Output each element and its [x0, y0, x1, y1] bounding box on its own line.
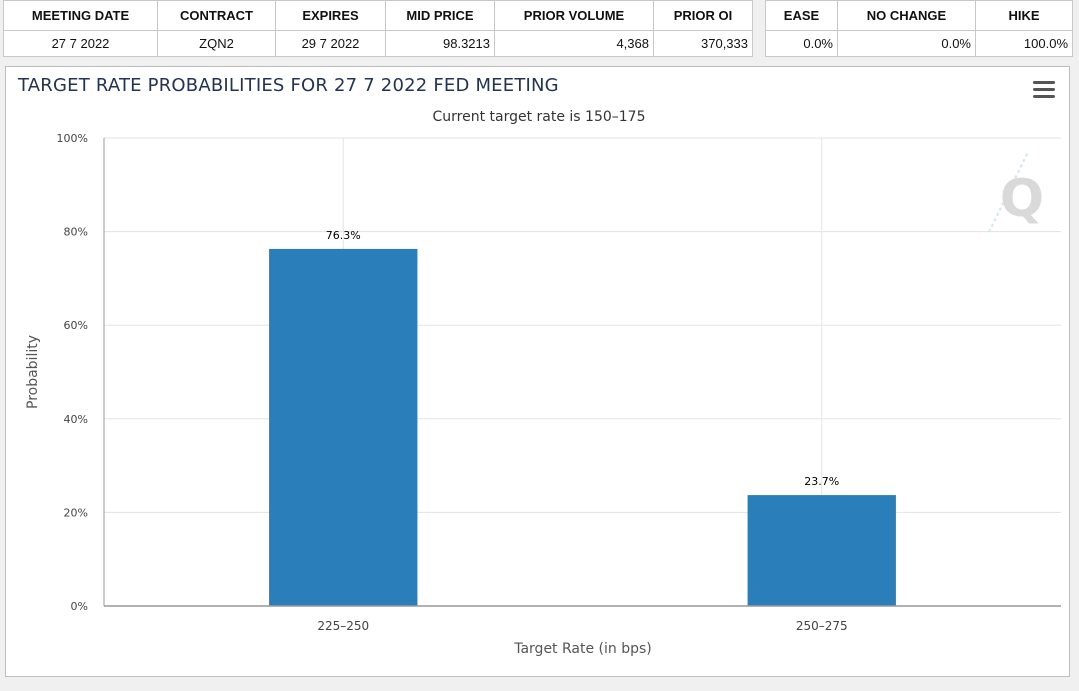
chart-subtitle: Current target rate is 150–175: [432, 109, 645, 125]
hamburger-menu-icon[interactable]: [1033, 81, 1055, 99]
y-tick-label: 20%: [64, 506, 88, 519]
cell-expires: 29 7 2022: [275, 30, 386, 57]
x-tick-label: 225–250: [317, 619, 369, 633]
cell-ease: 0.0%: [765, 30, 838, 57]
cell-hike: 100.0%: [975, 30, 1073, 57]
probability-summary-table: EASE NO CHANGE HIKE 0.0% 0.0% 100.0%: [765, 0, 1073, 57]
y-axis-label: Probability: [25, 335, 41, 409]
header-hike: HIKE: [975, 0, 1073, 31]
chart-panel: Q 76.3% 23.7% 0% 20% 40% 60% 80% 100% 225–250 25…: [5, 66, 1070, 677]
table-row: 27 7 2022 ZQN2 29 7 2022 98.3213 4,368 3…: [3, 30, 753, 57]
chart-axes: 0% 20% 40% 60% 80% 100% 225–250 250–275: [57, 132, 1061, 633]
table-row: 0.0% 0.0% 100.0%: [765, 30, 1073, 57]
header-meeting-date: MEETING DATE: [3, 0, 158, 31]
cell-contract: ZQN2: [157, 30, 276, 57]
y-tick-label: 80%: [64, 226, 88, 239]
y-tick-label: 100%: [57, 132, 88, 145]
data-label: 76.3%: [326, 229, 361, 242]
header-expires: EXPIRES: [275, 0, 386, 31]
chart-bars: 76.3% 23.7%: [269, 229, 896, 606]
cell-mid-price: 98.3213: [385, 30, 495, 57]
header-contract: CONTRACT: [157, 0, 276, 31]
watermark-text: Q: [1000, 169, 1044, 229]
chart-grid: [104, 137, 1061, 606]
contract-info-table: MEETING DATE CONTRACT EXPIRES MID PRICE …: [3, 0, 753, 57]
header-ease: EASE: [765, 0, 838, 31]
cell-prior-oi: 370,333: [653, 30, 753, 57]
summary-header-row: EASE NO CHANGE HIKE: [765, 0, 1073, 31]
chart-title: TARGET RATE PROBABILITIES FOR 27 7 2022 …: [18, 75, 559, 96]
cell-no-change: 0.0%: [837, 30, 976, 57]
data-label: 23.7%: [804, 475, 839, 488]
watermark-logo: Q: [988, 151, 1044, 233]
bar[interactable]: [269, 248, 418, 606]
header-mid-price: MID PRICE: [385, 0, 495, 31]
y-tick-label: 40%: [64, 413, 88, 426]
header-prior-volume: PRIOR VOLUME: [494, 0, 654, 31]
cell-meeting-date: 27 7 2022: [3, 30, 158, 57]
x-axis-label: Target Rate (in bps): [513, 641, 652, 657]
y-tick-label: 60%: [64, 319, 88, 332]
contract-header-row: MEETING DATE CONTRACT EXPIRES MID PRICE …: [3, 0, 753, 31]
bar[interactable]: [747, 495, 896, 606]
header-no-change: NO CHANGE: [837, 0, 976, 31]
header-prior-oi: PRIOR OI: [653, 0, 753, 31]
probability-chart: Q 76.3% 23.7% 0% 20% 40% 60% 80% 100% 225–250 25…: [25, 109, 1061, 657]
x-tick-label: 250–275: [796, 619, 848, 633]
cell-prior-volume: 4,368: [494, 30, 654, 57]
y-tick-label: 0%: [71, 600, 88, 613]
